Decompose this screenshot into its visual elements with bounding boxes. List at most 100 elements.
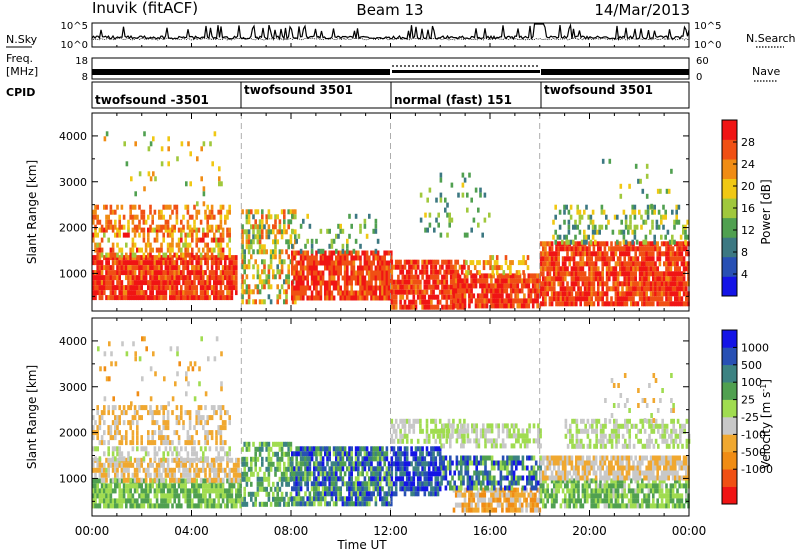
velocity-colorbar-tick: -1000 <box>741 463 773 476</box>
velocity-panel: 1000 2000 3000 4000 Slant Range [km] <box>25 317 691 517</box>
power-scatter-region-6 <box>291 250 393 301</box>
power-colorbar: 4 8 12 16 20 24 28 <box>721 119 755 297</box>
power-colorbar-tick: 8 <box>741 246 748 259</box>
velocity-scatter-region-3 <box>92 446 231 462</box>
velocity-colorbar-tick: -100 <box>741 428 766 441</box>
power-scatter-region-10 <box>452 273 542 309</box>
power-colorbar-swatch <box>722 198 737 219</box>
time-tick-label: 16:00 <box>473 524 508 538</box>
time-tick-label: 04:00 <box>174 524 209 538</box>
velocity-scatter-region-16 <box>604 373 675 423</box>
power-colorbar-swatch <box>722 256 737 277</box>
velocity-scatter-region-4 <box>92 405 231 446</box>
freq-panel: 18 8 60 0 Freq. [MHz] Nave <box>6 52 780 83</box>
power-scatter-region-1 <box>92 255 238 301</box>
velocity-colorbar-tick: -500 <box>741 446 766 459</box>
freq-tick-bottom: 8 <box>82 72 88 83</box>
beam-title: Beam 13 <box>356 1 423 19</box>
power-scatter-region-9 <box>419 172 491 238</box>
power-scatter-region-13 <box>552 204 689 245</box>
noise-tick-right-top: 10^5 <box>694 21 721 32</box>
cpid-segment-4: twofsound 3501 <box>544 83 653 97</box>
velocity-ytick-label: 1000 <box>59 472 87 485</box>
freq-unit: [MHz] <box>6 65 38 78</box>
power-colorbar-swatch <box>722 217 737 238</box>
power-colorbar-swatch <box>722 178 737 199</box>
freq-tick-top: 18 <box>75 56 88 67</box>
velocity-scatter-region-11 <box>440 455 542 491</box>
power-colorbar-swatch <box>722 139 737 160</box>
nave-tick-bottom: 0 <box>696 72 702 83</box>
velocity-ytick-label: 4000 <box>59 335 87 348</box>
power-colorbar-swatch <box>722 159 737 179</box>
velocity-colorbar-swatch <box>722 451 737 470</box>
velocity-colorbar-swatch <box>722 434 737 453</box>
velocity-colorbar-swatch <box>722 364 737 383</box>
velocity-scatter-region-14 <box>539 455 690 481</box>
power-colorbar-tick: 12 <box>741 224 755 237</box>
velocity-colorbar-tick: 500 <box>741 359 762 372</box>
power-ylabel: Slant Range [km] <box>25 160 39 264</box>
velocity-colorbar-tick: 25 <box>741 394 755 407</box>
power-colorbar-tick: 20 <box>741 180 755 193</box>
freq-bar-2 <box>392 70 540 73</box>
power-scatter-region-14 <box>601 158 673 209</box>
power-data-layer <box>92 113 690 311</box>
power-scatter-region-7 <box>291 213 380 254</box>
power-colorbar-tick: 28 <box>741 136 755 149</box>
velocity-ytick-label: 3000 <box>59 381 87 394</box>
time-tick-label: 20:00 <box>572 524 607 538</box>
velocity-scatter-region-9 <box>390 418 466 444</box>
noise-tick-left-top: 10^5 <box>61 21 88 32</box>
velocity-colorbar-swatch <box>722 382 737 400</box>
velocity-scatter-region-5 <box>97 336 223 407</box>
power-colorbar-swatch <box>722 276 737 297</box>
cpid-segment-1: twofsound -3501 <box>95 93 209 107</box>
power-colorbar-tick: 16 <box>741 202 755 215</box>
velocity-colorbar-swatch <box>722 399 737 418</box>
velocity-colorbar-swatch <box>722 347 737 366</box>
noise-sky-trace <box>91 22 690 41</box>
time-tick-label: 00:00 <box>672 524 707 538</box>
station-title: Inuvik (fitACF) <box>92 0 198 17</box>
velocity-ytick-label: 2000 <box>59 427 87 440</box>
power-scatter-region-3 <box>92 204 231 230</box>
velocity-colorbar-swatch <box>722 330 737 348</box>
power-scatter-region-11 <box>465 255 530 276</box>
nsky-label: N.Sky <box>6 33 38 46</box>
noise-panel: 10^5 10^0 10^5 10^0 N.Sky N.Search <box>6 21 796 51</box>
time-axis-label: Time UT <box>336 538 387 552</box>
power-ytick-label: 4000 <box>59 130 87 143</box>
cpid-segment-3: normal (fast) 151 <box>394 93 512 107</box>
velocity-scatter-region-12 <box>440 423 542 449</box>
power-scatter-region-5 <box>241 209 297 305</box>
velocity-colorbar: 1000 500 100 25 -25 -100 -500 -1000 <box>721 329 773 505</box>
noise-search-trace <box>91 37 690 41</box>
velocity-scatter-region-10 <box>452 487 542 513</box>
power-ytick-label: 2000 <box>59 222 87 235</box>
velocity-scatter-region-1 <box>92 478 242 509</box>
noise-tick-right-bottom: 10^0 <box>694 40 721 51</box>
power-colorbar-swatch <box>722 237 737 258</box>
velocity-scatter-region-7 <box>291 446 393 507</box>
cpid-panel: CPID twofsound -3501 twofsound 3501 norm… <box>6 81 690 109</box>
time-tick-label: 12:00 <box>373 524 408 538</box>
velocity-ylabel: Slant Range [km] <box>25 365 39 469</box>
power-ytick-label: 1000 <box>59 267 87 280</box>
nsearch-label: N.Search <box>746 32 796 45</box>
time-tick-label: 08:00 <box>274 524 309 538</box>
velocity-colorbar-swatch <box>722 486 737 505</box>
time-tick-label: 00:00 <box>75 524 110 538</box>
power-scatter-region-12 <box>539 241 690 307</box>
freq-bar-3 <box>541 69 689 75</box>
noise-tick-left-bottom: 10^0 <box>61 40 88 51</box>
velocity-colorbar-swatch <box>722 469 737 487</box>
velocity-colorbar-swatch <box>722 417 737 435</box>
cpid-label: CPID <box>6 86 35 99</box>
power-scatter-region-2 <box>92 227 231 258</box>
velocity-scatter-region-15 <box>564 418 691 449</box>
power-colorbar-tick: 24 <box>741 158 755 171</box>
power-panel: 1000 2000 3000 4000 Slant Range [km] <box>25 112 690 312</box>
velocity-scatter-region-13 <box>539 478 690 509</box>
power-scatter-region-4 <box>103 131 223 207</box>
